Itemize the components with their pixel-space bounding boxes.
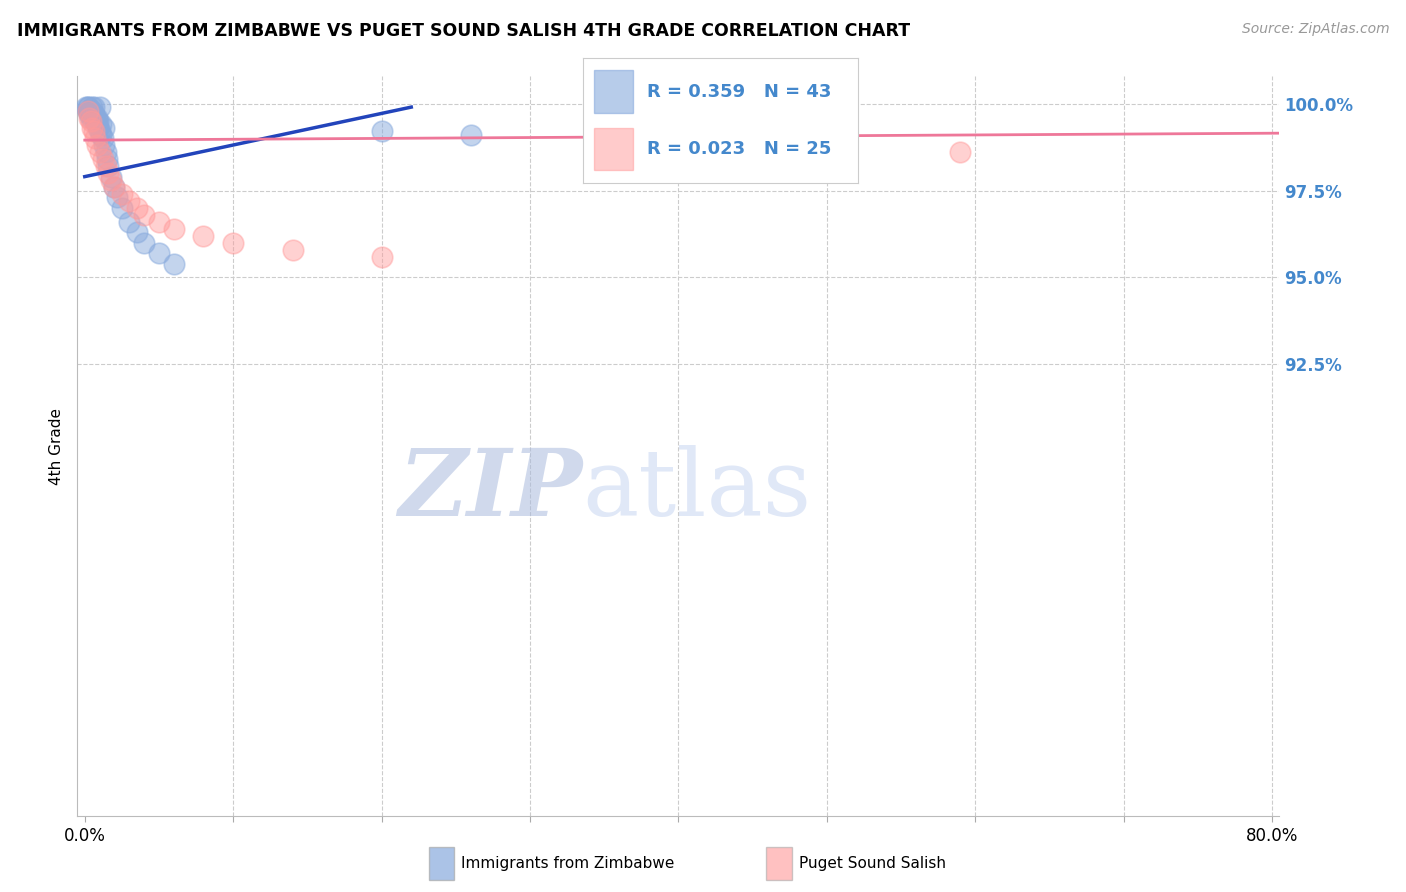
- Point: [949, 145, 972, 160]
- Point: [83, 107, 105, 121]
- Point: [82, 107, 104, 121]
- Point: [148, 215, 170, 229]
- Point: [84, 111, 107, 125]
- Point: [107, 190, 129, 204]
- Point: [83, 100, 105, 114]
- Point: [125, 201, 148, 215]
- Point: [77, 103, 100, 118]
- Point: [79, 111, 103, 125]
- Point: [77, 103, 100, 118]
- Point: [91, 131, 114, 145]
- Point: [90, 118, 112, 132]
- Point: [76, 100, 98, 114]
- Point: [90, 128, 112, 142]
- Point: [86, 111, 108, 125]
- Point: [163, 221, 186, 235]
- Text: Source: ZipAtlas.com: Source: ZipAtlas.com: [1241, 22, 1389, 37]
- Point: [84, 131, 107, 145]
- Point: [87, 114, 110, 128]
- Point: [93, 138, 115, 153]
- Point: [76, 100, 98, 114]
- Text: ZIP: ZIP: [398, 445, 582, 535]
- Point: [786, 131, 808, 145]
- Point: [94, 145, 117, 160]
- Point: [370, 124, 392, 138]
- Point: [75, 100, 97, 114]
- Point: [79, 107, 103, 121]
- Point: [281, 243, 304, 257]
- Point: [87, 120, 110, 135]
- Point: [668, 107, 690, 121]
- Point: [148, 246, 170, 260]
- Point: [77, 111, 100, 125]
- Point: [76, 103, 98, 118]
- Point: [86, 118, 108, 132]
- Point: [118, 194, 141, 208]
- Point: [132, 235, 156, 250]
- Text: R = 0.359   N = 43: R = 0.359 N = 43: [647, 83, 831, 101]
- Point: [89, 100, 111, 114]
- Point: [163, 256, 186, 270]
- Point: [93, 120, 115, 135]
- Point: [82, 120, 104, 135]
- Point: [193, 228, 215, 243]
- Point: [222, 235, 245, 250]
- Point: [82, 100, 104, 114]
- Text: Immigrants from Zimbabwe: Immigrants from Zimbabwe: [461, 856, 675, 871]
- Point: [94, 159, 117, 173]
- Point: [111, 201, 134, 215]
- Point: [370, 250, 392, 264]
- Point: [91, 153, 114, 167]
- Point: [77, 107, 100, 121]
- Point: [97, 166, 120, 180]
- Point: [125, 225, 148, 239]
- Text: IMMIGRANTS FROM ZIMBABWE VS PUGET SOUND SALISH 4TH GRADE CORRELATION CHART: IMMIGRANTS FROM ZIMBABWE VS PUGET SOUND …: [17, 22, 910, 40]
- Point: [96, 153, 118, 167]
- Point: [86, 138, 108, 153]
- Point: [132, 208, 156, 222]
- Point: [84, 111, 107, 125]
- Point: [118, 215, 141, 229]
- Text: atlas: atlas: [582, 445, 811, 535]
- Point: [89, 145, 111, 160]
- Point: [103, 180, 125, 194]
- Point: [83, 124, 105, 138]
- Point: [97, 159, 120, 173]
- Point: [82, 103, 104, 118]
- FancyBboxPatch shape: [595, 70, 633, 113]
- FancyBboxPatch shape: [595, 128, 633, 170]
- Point: [89, 124, 111, 138]
- Point: [76, 103, 98, 118]
- Point: [460, 128, 482, 142]
- Point: [103, 180, 125, 194]
- Point: [100, 173, 122, 187]
- Point: [79, 114, 103, 128]
- Y-axis label: 4th Grade: 4th Grade: [49, 408, 65, 484]
- Text: Puget Sound Salish: Puget Sound Salish: [799, 856, 946, 871]
- Point: [100, 169, 122, 184]
- Point: [111, 186, 134, 201]
- Text: R = 0.023   N = 25: R = 0.023 N = 25: [647, 140, 831, 158]
- Point: [84, 114, 107, 128]
